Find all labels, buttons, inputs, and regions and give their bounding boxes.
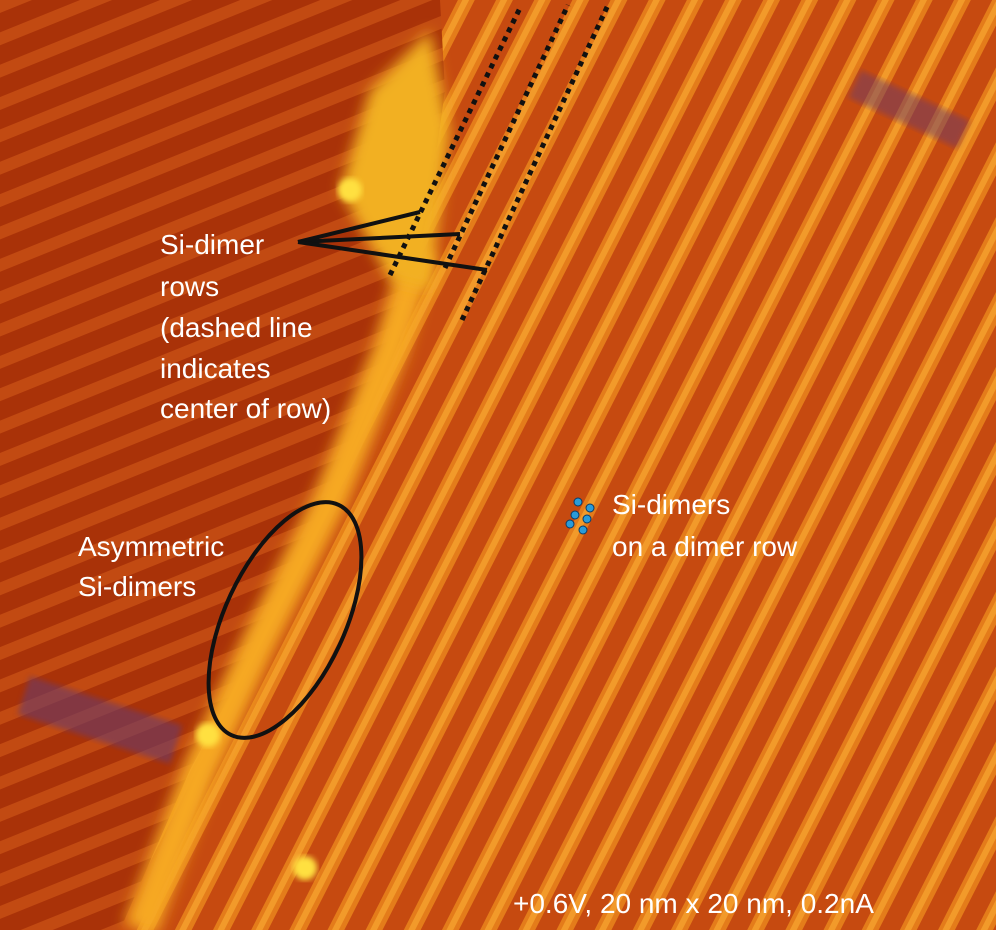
dimer-dot [579, 526, 587, 534]
adatom [338, 178, 362, 202]
annotation-text: Si-dimers [78, 571, 196, 602]
annotation-text: (dashed line [160, 312, 313, 343]
caption: +0.6V, 20 nm x 20 nm, 0.2nA [513, 888, 874, 919]
annotation-text: indicates [160, 353, 271, 384]
dimer-dot [586, 504, 594, 512]
annotation-text: rows [160, 271, 219, 302]
stm-image: Si-dimer rows (dashed line indicates cen… [0, 0, 996, 930]
dimer-dot [571, 511, 579, 519]
page: Si-dimer rows (dashed line indicates cen… [0, 0, 996, 930]
annotation-text: Si-dimers [612, 489, 730, 520]
annotation-text: center of row) [160, 393, 331, 424]
dimer-dot [574, 498, 582, 506]
annotation-text: Si-dimer [160, 229, 264, 260]
annotation-text: on a dimer row [612, 531, 798, 562]
adatom [196, 723, 220, 747]
adatom [293, 856, 317, 880]
annotation-text: Asymmetric [78, 531, 224, 562]
dimer-dot [566, 520, 574, 528]
dimer-dot [583, 515, 591, 523]
